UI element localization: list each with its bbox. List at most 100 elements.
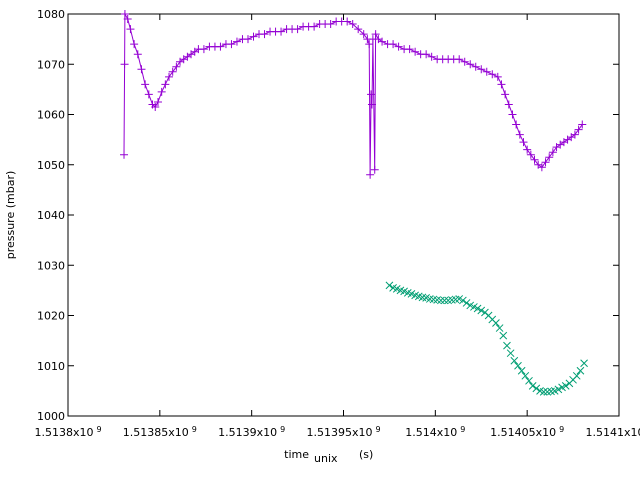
data-point xyxy=(227,40,236,49)
data-point xyxy=(123,15,132,24)
data-point xyxy=(525,376,533,385)
y-tick-label: 1060 xyxy=(37,109,65,122)
data-point xyxy=(547,387,555,396)
data-point xyxy=(448,296,456,304)
data-point xyxy=(172,62,181,71)
data-point xyxy=(433,296,442,304)
data-point xyxy=(466,60,475,69)
x-tick-mantissa: 1.514x10 xyxy=(405,426,457,439)
data-point xyxy=(293,25,302,34)
data-point xyxy=(572,371,581,380)
x-tick-mantissa: 1.51405x10 xyxy=(490,426,556,439)
data-point xyxy=(389,40,398,49)
data-point xyxy=(499,331,508,340)
data-point xyxy=(510,356,519,365)
data-point xyxy=(232,37,241,46)
y-tick-label: 1040 xyxy=(37,209,65,222)
x-tick-exponent: 9 xyxy=(96,425,101,434)
series-2 xyxy=(385,281,588,396)
data-point xyxy=(366,170,375,179)
data-point xyxy=(541,158,550,167)
data-point xyxy=(161,80,170,89)
data-point xyxy=(157,87,166,96)
series-line xyxy=(123,12,583,175)
plot-frame xyxy=(67,13,620,417)
data-point xyxy=(580,359,588,368)
series-1 xyxy=(120,10,587,179)
data-point xyxy=(576,366,585,375)
x-tick-label: 1.5139x10 9 xyxy=(218,425,285,439)
data-point xyxy=(141,80,150,89)
x-tick-label: 1.51395x10 9 xyxy=(306,425,380,439)
y-tick-label: 1080 xyxy=(37,8,65,21)
data-point xyxy=(462,299,471,307)
y-tick-label: 1020 xyxy=(37,310,65,323)
y-tick-label: 1000 xyxy=(37,410,65,423)
x-tick-mantissa: 1.5139x10 xyxy=(218,426,277,439)
data-point xyxy=(151,102,160,111)
y-tick-label: 1070 xyxy=(37,58,65,71)
data-point xyxy=(249,32,258,41)
data-point xyxy=(459,296,467,305)
data-point xyxy=(471,62,480,71)
data-point xyxy=(488,70,497,79)
data-point xyxy=(493,72,502,81)
data-point xyxy=(411,47,420,56)
data-point xyxy=(503,341,511,350)
data-point xyxy=(359,30,368,39)
data-point xyxy=(343,17,352,26)
data-point xyxy=(495,324,504,332)
data-point xyxy=(545,153,554,162)
x-tick-label: 1.5141x109 xyxy=(585,425,640,439)
data-point xyxy=(137,65,146,74)
data-point xyxy=(260,30,269,39)
y-axis-label: pressure (mbar) xyxy=(4,171,17,260)
data-point xyxy=(444,296,453,305)
data-point xyxy=(532,384,541,393)
x-tick-mantissa: 1.5138x10 xyxy=(34,426,93,439)
data-point xyxy=(519,138,528,147)
y-axis: 1000 1010 1020 1030 1040 1050 1060 1070 1080 xyxy=(37,8,619,423)
data-point xyxy=(422,50,431,59)
data-point xyxy=(354,25,363,34)
data-point xyxy=(523,145,532,154)
data-point xyxy=(436,296,445,305)
data-point xyxy=(570,130,579,139)
data-point xyxy=(371,30,380,39)
data-point xyxy=(515,130,524,139)
data-point xyxy=(482,67,491,76)
data-point xyxy=(521,371,530,380)
data-point xyxy=(543,388,552,396)
data-point xyxy=(385,281,394,290)
x-tick-label: 1.51405x10 9 xyxy=(490,425,564,439)
data-point xyxy=(497,80,506,89)
data-point xyxy=(378,37,387,46)
data-point xyxy=(130,40,139,49)
data-point xyxy=(455,55,464,64)
x-tick-exponent: 9 xyxy=(280,425,285,434)
data-point xyxy=(508,110,517,119)
data-point xyxy=(506,349,515,358)
x-tick-mantissa: 1.51395x10 xyxy=(306,426,372,439)
data-point xyxy=(326,20,335,29)
data-point xyxy=(310,22,319,31)
data-point xyxy=(561,381,570,390)
data-point xyxy=(526,150,535,159)
data-point xyxy=(367,100,376,109)
data-point xyxy=(165,72,174,81)
x-axis-label: time unix (s) xyxy=(284,448,373,465)
y-tick-label: 1030 xyxy=(37,259,65,272)
data-point xyxy=(120,60,129,69)
data-point xyxy=(539,388,548,396)
data-point xyxy=(440,296,449,305)
data-point xyxy=(427,52,436,61)
plot-area xyxy=(120,10,588,396)
data-point xyxy=(451,295,460,304)
x-axis-label-unit: (s) xyxy=(359,448,373,461)
x-axis: 1.5138x10 9 1.51385x10 9 1.5139x10 9 1.51395x1… xyxy=(34,14,640,439)
data-point xyxy=(243,35,252,44)
data-point xyxy=(460,57,469,66)
data-point xyxy=(126,25,135,34)
x-tick-label: 1.51385x10 9 xyxy=(123,425,197,439)
